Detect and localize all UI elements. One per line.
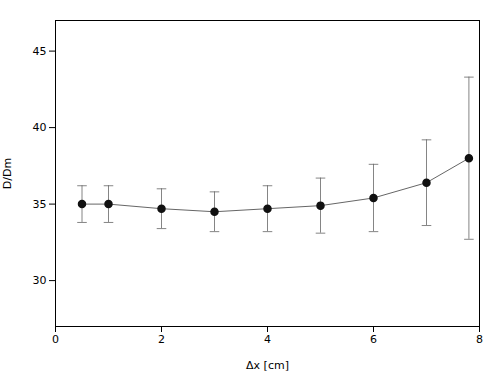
svg-text:4: 4 (264, 333, 271, 346)
svg-text:35: 35 (33, 198, 47, 211)
svg-text:0: 0 (52, 333, 59, 346)
svg-text:6: 6 (370, 333, 377, 346)
svg-text:D/Dm: D/Dm (1, 158, 14, 189)
svg-text:Δx [cm]: Δx [cm] (246, 359, 289, 371)
svg-text:40: 40 (33, 121, 47, 134)
svg-text:8: 8 (476, 333, 483, 346)
svg-text:2: 2 (158, 333, 165, 346)
svg-text:30: 30 (33, 274, 47, 287)
svg-text:45: 45 (33, 45, 47, 58)
